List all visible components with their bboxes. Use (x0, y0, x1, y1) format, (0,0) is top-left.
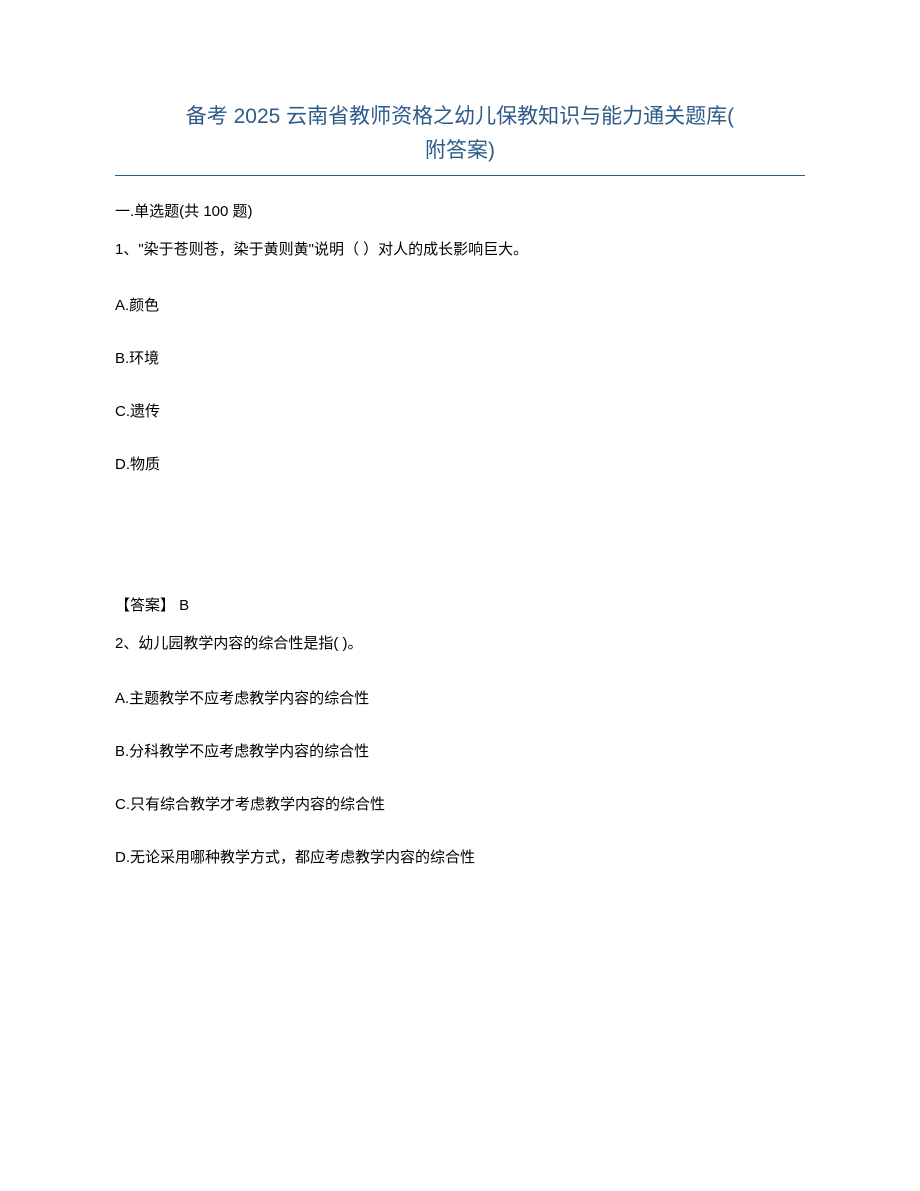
section-header: 一.单选题(共 100 题) (115, 200, 805, 221)
question-2-option-c: C.只有综合教学才考虑教学内容的综合性 (115, 793, 805, 814)
question-1-option-a: A.颜色 (115, 294, 805, 315)
title-line-1: 备考 2025 云南省教师资格之幼儿保教知识与能力通关题库( (186, 105, 734, 128)
question-2-option-d: D.无论采用哪种教学方式，都应考虑教学内容的综合性 (115, 846, 805, 867)
question-1-answer: 【答案】 B (115, 594, 805, 615)
title-divider (115, 175, 805, 176)
title-line-2: 附答案) (425, 139, 495, 162)
question-2-text: 2、幼儿园教学内容的综合性是指( )。 (115, 633, 805, 656)
question-2-option-b: B.分科教学不应考虑教学内容的综合性 (115, 740, 805, 761)
document-title: 备考 2025 云南省教师资格之幼儿保教知识与能力通关题库( 附答案) (115, 100, 805, 167)
question-1-text: 1、"染于苍则苍，染于黄则黄"说明（ ）对人的成长影响巨大。 (115, 239, 805, 262)
question-1-option-c: C.遗传 (115, 400, 805, 421)
question-1-option-d: D.物质 (115, 453, 805, 474)
question-2-option-a: A.主题教学不应考虑教学内容的综合性 (115, 687, 805, 708)
question-1-option-b: B.环境 (115, 347, 805, 368)
